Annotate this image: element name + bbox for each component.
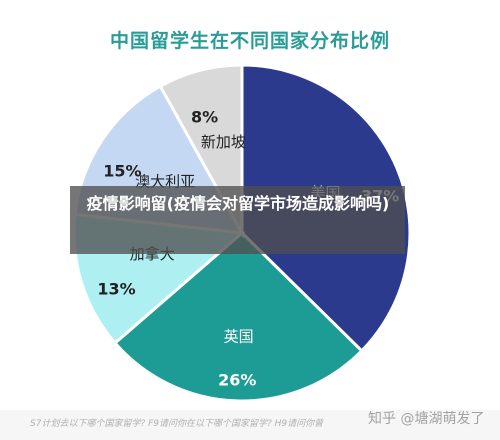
slice-value-label-1: 26% bbox=[218, 370, 256, 389]
slice-name-label-3: 澳大利亚 bbox=[135, 172, 195, 190]
slice-value-label-4: 8% bbox=[191, 107, 218, 126]
slice-name-label-1: 英国 bbox=[224, 328, 254, 346]
pie-slice-1 bbox=[112, 230, 364, 403]
zhihu-watermark: 知乎 @塘湖萌发了 bbox=[368, 411, 485, 427]
footer-questions-text: S7计划去以下哪个国家留学? F9请问你在以下哪个国家留学? H9请问你曾 bbox=[30, 419, 324, 429]
caption-overlay bbox=[70, 186, 405, 254]
chart-title: 中国留学生在不同国家分布比例 bbox=[109, 30, 390, 52]
slice-value-label-2: 13% bbox=[97, 279, 135, 298]
slice-name-label-4: 新加坡 bbox=[201, 133, 246, 151]
slice-value-label-3: 15% bbox=[103, 161, 141, 180]
caption-overlay-text: 疫情影响留(疫情会对留学市场造成影响吗) bbox=[86, 194, 390, 213]
footer-strip bbox=[0, 410, 500, 440]
